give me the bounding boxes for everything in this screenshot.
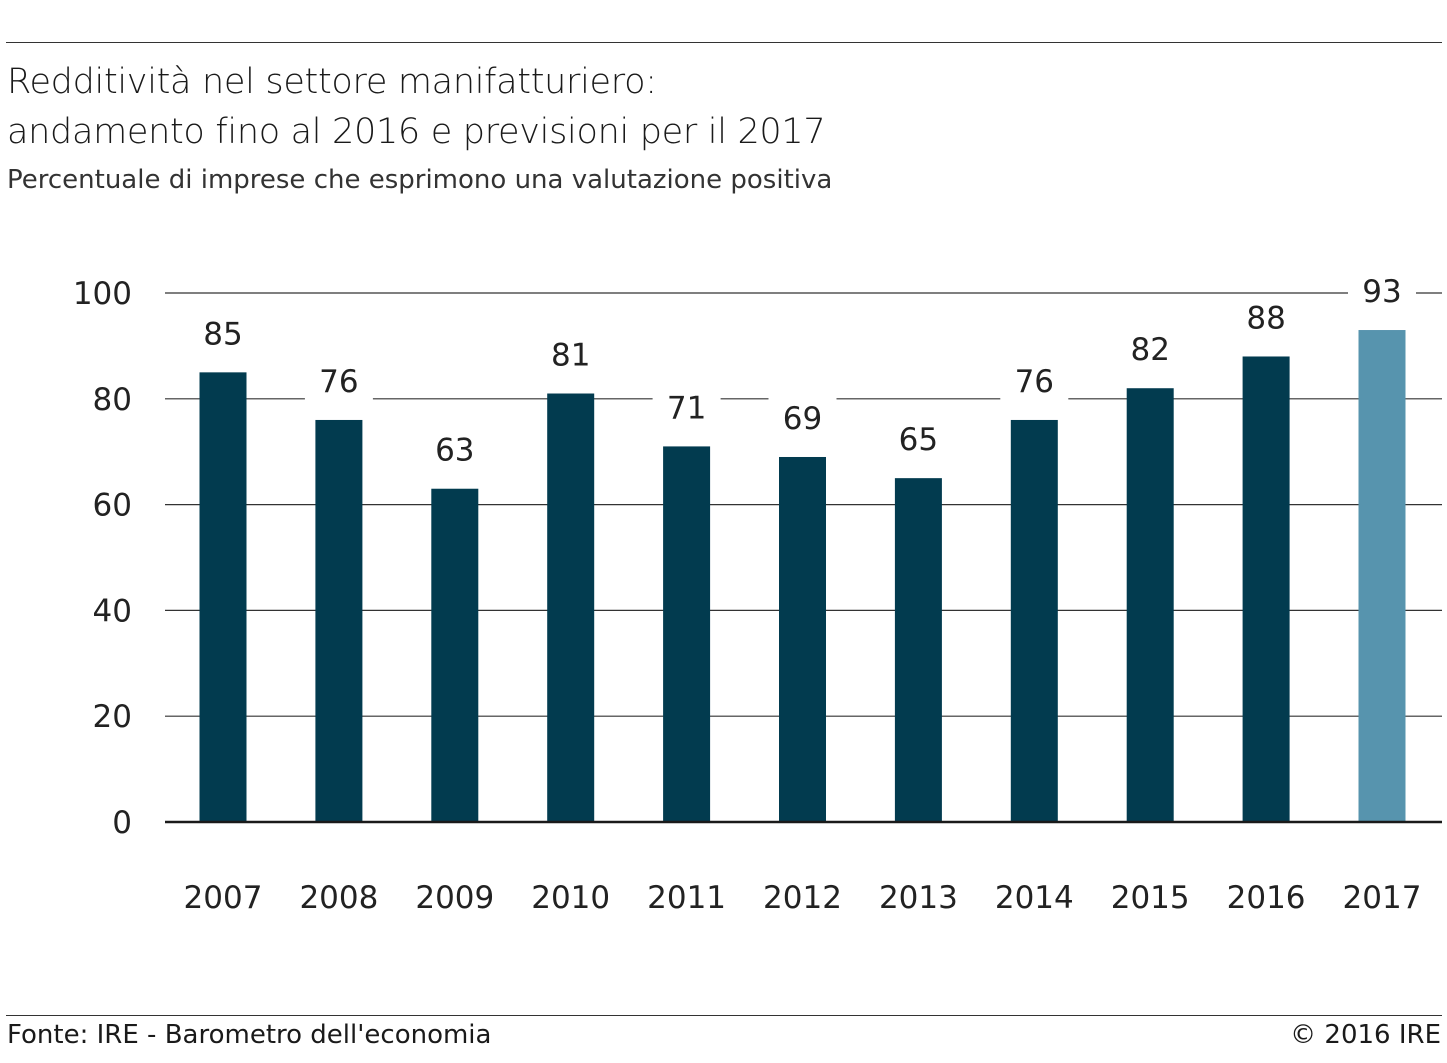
- bottom-rule: [6, 1015, 1442, 1016]
- data-label-background: [1348, 270, 1416, 311]
- x-tick-label: 2015: [1111, 880, 1190, 916]
- bar: [1010, 419, 1058, 822]
- data-label: 69: [783, 401, 822, 437]
- data-label: 76: [1015, 364, 1054, 400]
- copyright-note: © 2016 IRE: [1290, 1020, 1441, 1050]
- data-label: 85: [203, 316, 242, 352]
- x-tick-label: 2010: [531, 880, 610, 916]
- bar: [1242, 356, 1290, 822]
- data-label: 93: [1362, 274, 1401, 310]
- data-label: 82: [1130, 332, 1169, 368]
- source-note: Fonte: IRE - Barometro dell'economia: [7, 1020, 492, 1050]
- bar: [1126, 388, 1174, 822]
- chart-subtitle: Percentuale di imprese che esprimono una…: [7, 165, 833, 195]
- x-tick-label: 2008: [299, 880, 378, 916]
- data-label-background: [884, 418, 953, 459]
- x-tick-label: 2017: [1343, 880, 1422, 916]
- x-tick-label: 2011: [647, 880, 726, 916]
- x-tick-label: 2007: [184, 880, 263, 916]
- x-tick-label: 2016: [1227, 880, 1306, 916]
- bar: [894, 478, 942, 822]
- data-label-background: [1232, 296, 1301, 337]
- chart-title-line1: Redditività nel settore manifatturiero:: [7, 62, 657, 102]
- data-label-background: [1116, 328, 1185, 369]
- bar: [315, 419, 363, 822]
- bar-chart: 0 20 40 60 80 100 85 2007 76 2008 63 2009 81 2010 71 20…: [73, 270, 1442, 916]
- data-label: 71: [667, 390, 706, 426]
- data-label-background: [536, 333, 605, 374]
- data-label: 63: [435, 433, 474, 469]
- x-tick-label: 2012: [763, 880, 842, 916]
- bar: [779, 456, 826, 822]
- data-label-background: [304, 359, 373, 400]
- data-label-background: [1000, 359, 1069, 400]
- bar: [663, 446, 711, 822]
- data-label-background: [652, 386, 721, 427]
- top-rule: [6, 42, 1442, 43]
- data-label: 76: [319, 364, 358, 400]
- x-tick-label: 2013: [879, 880, 958, 916]
- bar: [1358, 330, 1406, 822]
- y-tick-label: 40: [93, 593, 132, 629]
- y-tick-label: 20: [93, 699, 132, 735]
- x-tick-label: 2014: [995, 880, 1074, 916]
- data-label-background: [420, 428, 489, 469]
- x-tick-label: 2009: [415, 880, 494, 916]
- y-tick-label: 0: [112, 805, 132, 841]
- data-label: 65: [899, 422, 938, 458]
- chart-title-line2: andamento fino al 2016 e previsioni per …: [7, 112, 826, 152]
- bar: [431, 488, 479, 822]
- bar: [199, 372, 247, 822]
- y-tick-label: 60: [93, 488, 132, 524]
- data-label-background: [189, 312, 257, 353]
- data-label: 81: [551, 338, 590, 374]
- y-tick-label: 100: [73, 276, 132, 312]
- data-label: 88: [1246, 300, 1285, 336]
- bar: [547, 393, 595, 822]
- data-label-background: [768, 396, 837, 437]
- y-tick-label: 80: [93, 382, 132, 418]
